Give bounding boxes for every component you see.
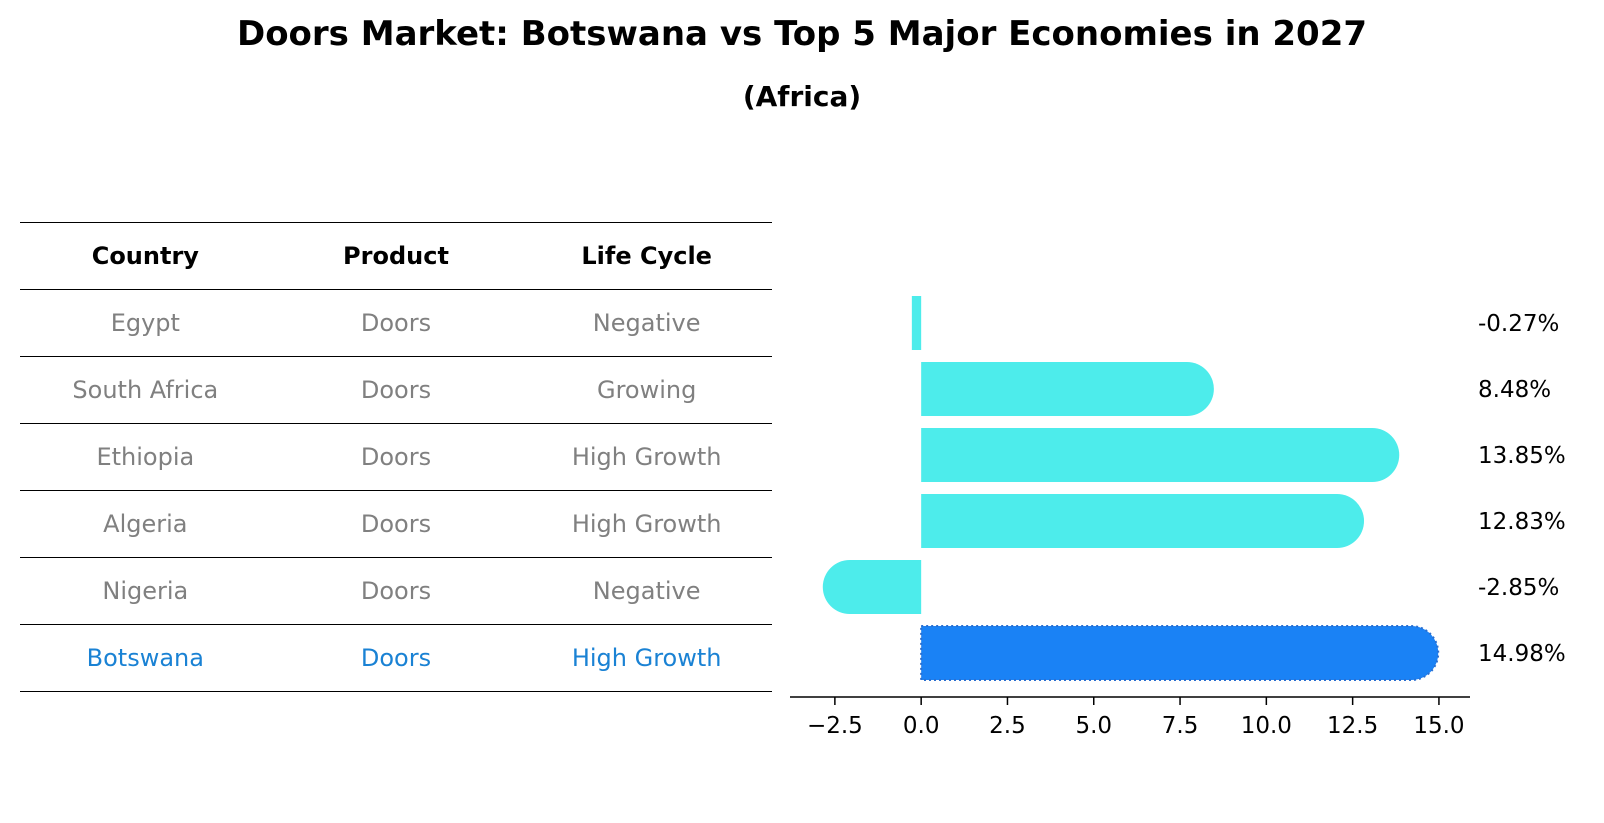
x-tick-label: 15.0	[1413, 713, 1464, 739]
cell-life-cycle: High Growth	[521, 423, 772, 491]
cell-product: Doors	[270, 289, 522, 357]
header-country: Country	[20, 222, 271, 290]
cell-product: Doors	[270, 490, 522, 558]
cell-product: Doors	[270, 624, 522, 692]
table-row-highlighted: Botswana Doors High Growth	[20, 624, 772, 692]
cell-country: Botswana	[20, 624, 271, 692]
cell-product: Doors	[270, 557, 522, 625]
data-label-egypt: -0.27%	[1478, 311, 1559, 337]
country-table: Country Product Life Cycle Egypt Doors N…	[20, 222, 772, 692]
bar-botswana	[920, 625, 1440, 681]
cell-country: Algeria	[20, 490, 271, 558]
bar-south-africa	[921, 362, 1214, 416]
chart-subtitle: (Africa)	[742, 80, 862, 113]
chart-title: Doors Market: Botswana vs Top 5 Major Ec…	[236, 14, 1368, 54]
cell-product: Doors	[270, 356, 522, 424]
cell-life-cycle: Growing	[521, 356, 772, 424]
data-label-nigeria: -2.85%	[1478, 575, 1559, 601]
cell-life-cycle: High Growth	[521, 490, 772, 558]
bar-egypt	[911, 296, 922, 350]
x-tick-label: −2.5	[807, 713, 863, 739]
table-row: Ethiopia Doors High Growth	[20, 423, 772, 491]
bar-nigeria	[822, 560, 922, 614]
cell-country: South Africa	[20, 356, 271, 424]
table-row: Egypt Doors Negative	[20, 289, 772, 357]
cell-life-cycle: Negative	[521, 289, 772, 357]
cell-life-cycle: Negative	[521, 557, 772, 625]
cell-country: Egypt	[20, 289, 271, 357]
data-label-south-africa: 8.48%	[1478, 377, 1551, 403]
x-tick-label: 2.5	[989, 713, 1026, 739]
header-product: Product	[270, 222, 522, 290]
table-row: Algeria Doors High Growth	[20, 490, 772, 558]
bar-ethiopia	[921, 428, 1400, 482]
table-row: Nigeria Doors Negative	[20, 557, 772, 625]
x-tick-label: 5.0	[1075, 713, 1112, 739]
header-life-cycle: Life Cycle	[521, 222, 772, 290]
cell-country: Nigeria	[20, 557, 271, 625]
table-header-row: Country Product Life Cycle	[20, 222, 772, 290]
x-tick-label: 12.5	[1327, 713, 1378, 739]
cell-life-cycle: High Growth	[521, 624, 772, 692]
data-label-algeria: 12.83%	[1478, 509, 1566, 535]
bar-algeria	[921, 494, 1365, 548]
cell-product: Doors	[270, 423, 522, 491]
table-row: South Africa Doors Growing	[20, 356, 772, 424]
x-tick-label: 7.5	[1162, 713, 1199, 739]
x-tick-label: 10.0	[1241, 713, 1292, 739]
x-tick-label: 0.0	[903, 713, 940, 739]
data-label-botswana: 14.98%	[1478, 641, 1566, 667]
cell-country: Ethiopia	[20, 423, 271, 491]
data-label-ethiopia: 13.85%	[1478, 443, 1566, 469]
